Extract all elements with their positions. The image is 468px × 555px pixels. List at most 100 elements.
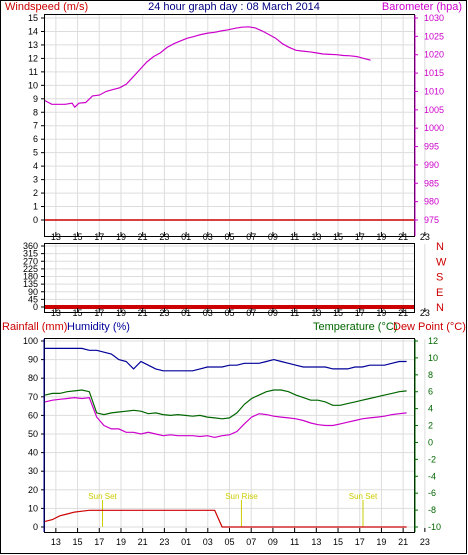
wind-left-tick-label: 13 xyxy=(28,40,38,50)
windspeed-label: Windspeed (m/s) xyxy=(5,1,88,13)
hum-x-tick-label: 11 xyxy=(290,537,299,547)
dir-x-tick-label: 19 xyxy=(376,308,386,318)
hum-x-tick-label: 23 xyxy=(159,537,169,547)
hum-x-tick-label: 17 xyxy=(94,537,104,547)
temp-tick-label: -4 xyxy=(428,471,436,481)
dir-x-tick-label: 05 xyxy=(224,308,234,318)
temp-tick-label: -2 xyxy=(428,454,436,464)
temp-tick-label: 2 xyxy=(428,421,433,431)
wind-x-tick-label: 11 xyxy=(290,232,299,242)
wind-x-tick-label: 23 xyxy=(420,232,430,242)
barometer-tick-label: 1015 xyxy=(424,68,444,78)
hum-x-tick-label: 13 xyxy=(51,537,61,547)
dir-x-tick-label: 17 xyxy=(355,308,365,318)
temperature-line xyxy=(44,389,407,420)
temp-tick-label: 0 xyxy=(428,437,433,447)
wind-left-tick-label: 4 xyxy=(33,161,38,171)
hum-x-tick-label: 09 xyxy=(268,537,278,547)
wind-direction-line xyxy=(45,305,414,309)
hum-x-tick-label: 03 xyxy=(203,537,213,547)
sun-event-label: Sun Set xyxy=(88,492,117,501)
dir-left-tick-label: 0 xyxy=(33,302,38,312)
barometer-tick-label: 990 xyxy=(424,160,439,170)
temp-tick-label: 4 xyxy=(428,404,433,414)
dir-x-tick-label: 23 xyxy=(420,308,430,318)
wind-x-tick-label: 09 xyxy=(268,232,278,242)
wind-left-tick-label: 15 xyxy=(28,13,38,23)
temp-tick-label: 12 xyxy=(428,336,438,346)
barometer-tick-label: 980 xyxy=(424,197,439,207)
hum-left-tick-label: 70 xyxy=(28,392,38,402)
barometer-tick-label: 1010 xyxy=(424,86,444,96)
hum-x-tick-label: 05 xyxy=(224,537,234,547)
barometer-tick-label: 1000 xyxy=(424,123,444,133)
hum-x-tick-label: 21 xyxy=(398,537,408,547)
hum-x-tick-label: 21 xyxy=(138,537,148,547)
wind-x-tick-label: 21 xyxy=(138,232,148,242)
hum-x-tick-label: 19 xyxy=(376,537,386,547)
wind-left-tick-label: 7 xyxy=(33,121,38,131)
hum-x-tick-label: 13 xyxy=(311,537,321,547)
direction-letter: S xyxy=(436,272,443,284)
graph-title: 24 hour graph day : 08 March 2014 xyxy=(148,1,320,13)
dir-left-tick-label: 180 xyxy=(23,272,38,282)
hum-left-tick-label: 90 xyxy=(28,355,38,365)
barometer-label: Barometer (hpa) xyxy=(382,1,462,13)
direction-letter: W xyxy=(436,256,447,268)
barometer-tick-label: 975 xyxy=(424,215,439,225)
barometer-tick-label: 1030 xyxy=(424,13,444,23)
hum-left-tick-label: 60 xyxy=(28,410,38,420)
direction-letter: N xyxy=(436,302,444,314)
dir-x-tick-label: 15 xyxy=(73,308,83,318)
temp-tick-label: -8 xyxy=(428,505,436,515)
wind-x-tick-label: 17 xyxy=(94,232,104,242)
direction-letter: E xyxy=(436,287,443,299)
sun-event-label: Sun Set xyxy=(349,492,378,501)
dir-x-tick-label: 17 xyxy=(94,308,104,318)
dewpoint-line xyxy=(44,396,407,439)
barometer-tick-label: 1005 xyxy=(424,105,444,115)
barometer-tick-label: 1025 xyxy=(424,31,444,41)
hum-left-tick-label: 80 xyxy=(28,373,38,383)
hum-left-tick-label: 20 xyxy=(28,485,38,495)
wind-x-tick-label: 17 xyxy=(355,232,365,242)
sun-event-label: Sun Rise xyxy=(225,492,258,501)
dewpoint-label: Dew Point (°C) xyxy=(393,321,466,333)
dir-x-tick-label: 03 xyxy=(203,308,213,318)
wind-x-tick-label: 03 xyxy=(203,232,213,242)
dir-left-tick-label: 225 xyxy=(23,264,38,274)
wind-left-tick-label: 3 xyxy=(33,175,38,185)
wind-x-tick-label: 13 xyxy=(311,232,321,242)
wind-x-tick-label: 05 xyxy=(224,232,234,242)
dir-left-tick-label: 360 xyxy=(23,241,38,251)
wind-left-tick-label: 9 xyxy=(33,94,38,104)
hum-x-tick-label: 01 xyxy=(181,537,191,547)
dir-x-tick-label: 11 xyxy=(290,308,299,318)
middle-panel-frame xyxy=(44,243,415,313)
dir-x-tick-label: 13 xyxy=(311,308,321,318)
dir-left-tick-label: 270 xyxy=(23,256,38,266)
dir-x-tick-label: 13 xyxy=(51,308,61,318)
barometer-tick-label: 985 xyxy=(424,178,439,188)
temp-tick-label: 6 xyxy=(428,387,433,397)
barometer-tick-label: 1020 xyxy=(424,50,444,60)
dir-left-tick-label: 135 xyxy=(23,279,38,289)
wind-left-tick-label: 14 xyxy=(28,26,38,36)
wind-left-tick-label: 0 xyxy=(33,215,38,225)
chart-layer: 0123456789101112131415975980985990995100… xyxy=(23,13,447,547)
wind-x-tick-label: 01 xyxy=(181,232,191,242)
hum-left-tick-label: 0 xyxy=(33,522,38,532)
hum-left-tick-label: 10 xyxy=(28,503,38,513)
hum-left-tick-label: 100 xyxy=(23,336,38,346)
temperature-label: Temperature (°C) xyxy=(313,321,397,333)
wind-left-tick-label: 12 xyxy=(28,53,38,63)
hum-x-tick-label: 15 xyxy=(73,537,83,547)
wind-x-tick-label: 15 xyxy=(333,232,343,242)
hum-x-tick-label: 07 xyxy=(246,537,256,547)
hum-left-tick-label: 40 xyxy=(28,448,38,458)
dir-x-tick-label: 19 xyxy=(116,308,126,318)
wind-x-tick-label: 23 xyxy=(159,232,169,242)
humidity-label: Humidity (%) xyxy=(67,321,130,333)
